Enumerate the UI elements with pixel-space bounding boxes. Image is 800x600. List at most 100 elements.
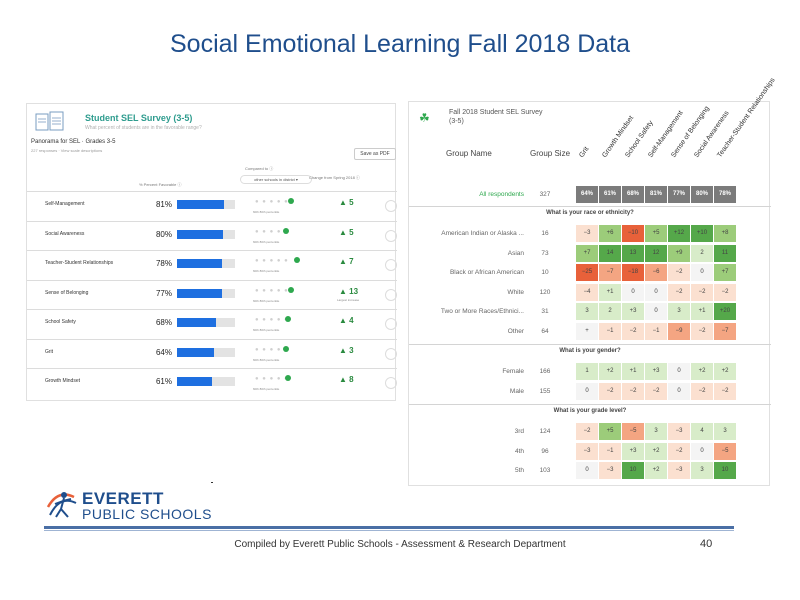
sel-row[interactable]: School Safety 68% ● ● ● ● ● 60th 80th perce… bbox=[27, 309, 397, 338]
respondents-cell: 81% bbox=[645, 186, 667, 203]
sel-row[interactable]: Sense of Belonging 77% ● ● ● ● ● 60th 80th … bbox=[27, 279, 397, 309]
heatmap-cell: 0 bbox=[668, 382, 690, 400]
sel-survey-summary-panel: Student SEL Survey (3-5) What percent of… bbox=[26, 103, 397, 401]
group-row[interactable]: Two or More Races/Ethnici... 31 3 2 +3 0 3 +1 +2… bbox=[409, 302, 771, 321]
clover-icon: ☘ bbox=[419, 111, 430, 125]
group-row[interactable]: 4th 96 −3 −1 +3 +2 −2 0 −5 bbox=[409, 442, 771, 461]
percent-value: 78% bbox=[155, 259, 172, 268]
percent-value: 68% bbox=[155, 318, 172, 327]
heatmap-cell: −2 bbox=[668, 264, 690, 281]
section-heading: What is your grade level? bbox=[553, 408, 627, 414]
change-header: Change from Spring 2018 ⓘ bbox=[309, 175, 360, 180]
row-expand-icon[interactable] bbox=[385, 259, 397, 271]
group-name: 3rd bbox=[514, 428, 524, 435]
row-expand-icon[interactable] bbox=[385, 288, 397, 301]
section-divider bbox=[409, 344, 771, 345]
group-row[interactable]: 3rd 124 −2 +5 −5 3 −3 4 3 bbox=[409, 422, 771, 441]
percent-favorable-header: % Percent Favorable ⓘ bbox=[139, 182, 182, 187]
group-size: 166 bbox=[539, 368, 551, 375]
percent-bar bbox=[177, 347, 215, 357]
percent-bar bbox=[177, 377, 213, 386]
heatmap-cell: −7 bbox=[599, 264, 621, 281]
percent-value: 61% bbox=[155, 377, 172, 386]
group-row[interactable]: Male 155 0 −2 −2 −2 0 −2 −2 bbox=[409, 382, 771, 401]
row-label: Social Awareness bbox=[45, 230, 85, 237]
panorama-label[interactable]: Panorama for SEL · Grades 3-5 bbox=[31, 139, 116, 145]
compared-to-header: Compared to ⓘ bbox=[245, 166, 274, 171]
heatmap-cell: +1 bbox=[691, 303, 713, 320]
respondents-cell: 77% bbox=[668, 186, 690, 203]
percent-bar bbox=[177, 259, 223, 268]
heatmap-cell: 0 bbox=[576, 382, 598, 400]
heatmap-cell: −4 bbox=[576, 283, 598, 301]
group-row[interactable]: American Indian or Alaska ... 16 −3 +6 −10 +5… bbox=[409, 224, 771, 243]
row-expand-icon[interactable] bbox=[385, 347, 397, 360]
runner-logo-icon bbox=[44, 487, 80, 525]
percentile-caption: 60th 80th percentile bbox=[253, 298, 280, 303]
group-row[interactable]: Other 64 + −1 −2 −1 −9 −2 −7 bbox=[409, 322, 771, 341]
percentile-marker bbox=[282, 227, 289, 234]
group-size: 64 bbox=[541, 327, 549, 335]
heatmap-cell: 0 bbox=[668, 363, 690, 380]
group-row[interactable]: Asian 73 +7 14 13 12 +9 2 11 bbox=[409, 244, 771, 263]
heatmap-cell: 0 bbox=[622, 283, 644, 301]
sel-row[interactable]: Social Awareness 80% ● ● ● ● ● 60th 80th pe… bbox=[27, 220, 397, 250]
sel-row[interactable]: Teacher-Student Relationships 78% ● ● ● ● … bbox=[27, 250, 397, 279]
heatmap-cell: +12 bbox=[668, 225, 690, 242]
group-name: Black or African American bbox=[449, 269, 524, 276]
heatmap-cell: +7 bbox=[576, 244, 598, 262]
change-value: ▲ 7 bbox=[339, 257, 354, 266]
sel-row[interactable]: Self-Management 81% ● ● ● ● ● 60th 80th per… bbox=[27, 191, 397, 220]
heatmap-cell: −3 bbox=[576, 225, 598, 242]
sel-heatmap-panel: ☘ Fall 2018 Student SEL Survey (3-5) Gro… bbox=[408, 77, 777, 486]
heatmap-cell: −10 bbox=[622, 225, 644, 242]
comparison-toggle[interactable]: other schools in district ▾ bbox=[240, 175, 312, 184]
responses-controls[interactable]: 227 responses · View scale descriptions bbox=[31, 148, 103, 153]
percentile-dots: ● ● ● ● ● bbox=[255, 376, 289, 382]
group-size: 120 bbox=[539, 288, 551, 296]
row-label: School Safety bbox=[45, 319, 76, 325]
left-panel-subtitle: What percent of students are in the favo… bbox=[85, 125, 202, 131]
row-expand-icon[interactable] bbox=[385, 377, 397, 389]
group-row[interactable]: 5th 103 0 −3 10 +2 −3 3 10 bbox=[409, 461, 771, 480]
heatmap-cell: +2 bbox=[645, 462, 667, 479]
row-label: Grit bbox=[45, 348, 54, 355]
group-name-header: Group Name bbox=[446, 149, 492, 158]
heatmap-cell: −5 bbox=[622, 423, 644, 440]
respondents-row[interactable]: All respondents 327 64% 61% 68% 81% 77% 80% 78% bbox=[409, 185, 771, 204]
heatmap-cell: +9 bbox=[668, 244, 690, 262]
heatmap-cell: 10 bbox=[622, 462, 644, 479]
row-expand-icon[interactable] bbox=[385, 200, 397, 212]
group-name: American Indian or Alaska ... bbox=[441, 230, 524, 237]
heatmap-cell: −2 bbox=[576, 423, 598, 440]
sel-row[interactable]: Growth Mindset 61% ● ● ● ● ● 60th 80th perc… bbox=[27, 368, 397, 397]
heatmap-cell: −2 bbox=[691, 283, 713, 301]
right-title-line1: Fall 2018 Student SEL Survey bbox=[449, 109, 543, 116]
respondents-size: 327 bbox=[539, 191, 551, 198]
heatmap-cell: −2 bbox=[691, 322, 713, 340]
respondents-label: All respondents bbox=[479, 191, 524, 198]
save-pdf-button[interactable]: Save as PDF bbox=[354, 148, 396, 160]
group-row[interactable]: Black or African American 10 −25 −7 −18 −6 −2 0… bbox=[409, 263, 771, 282]
sel-row[interactable]: Grit 64% ● ● ● ● ● 60th 80th percentile ▲ 3 bbox=[27, 338, 397, 368]
footer-credit: Compiled by Everett Public Schools - Ass… bbox=[234, 539, 566, 550]
group-row[interactable]: White 120 −4 +1 0 0 −2 −2 −2 bbox=[409, 283, 771, 302]
row-expand-icon[interactable] bbox=[385, 318, 397, 330]
row-expand-icon[interactable] bbox=[385, 229, 397, 242]
percentile-marker bbox=[285, 375, 292, 381]
group-row[interactable]: Female 166 1 +2 +1 +3 0 +2 +2 bbox=[409, 362, 771, 381]
logo-line2: PUBLIC SCHOOLS bbox=[82, 506, 212, 522]
heatmap-cell: +10 bbox=[691, 225, 713, 242]
percentile-marker bbox=[288, 198, 294, 204]
change-value: ▲ 4 bbox=[339, 316, 354, 325]
group-size: 10 bbox=[541, 269, 549, 276]
row-label: Sense of Belonging bbox=[45, 289, 89, 296]
heatmap-cell: +5 bbox=[645, 225, 667, 242]
group-name: Other bbox=[507, 327, 524, 335]
percent-bar-track bbox=[177, 377, 235, 386]
percent-bar bbox=[177, 318, 217, 327]
heatmap-cell: −18 bbox=[622, 264, 644, 281]
heatmap-cell: 0 bbox=[691, 442, 713, 460]
percent-value: 81% bbox=[155, 200, 172, 209]
percentile-marker bbox=[285, 316, 292, 322]
